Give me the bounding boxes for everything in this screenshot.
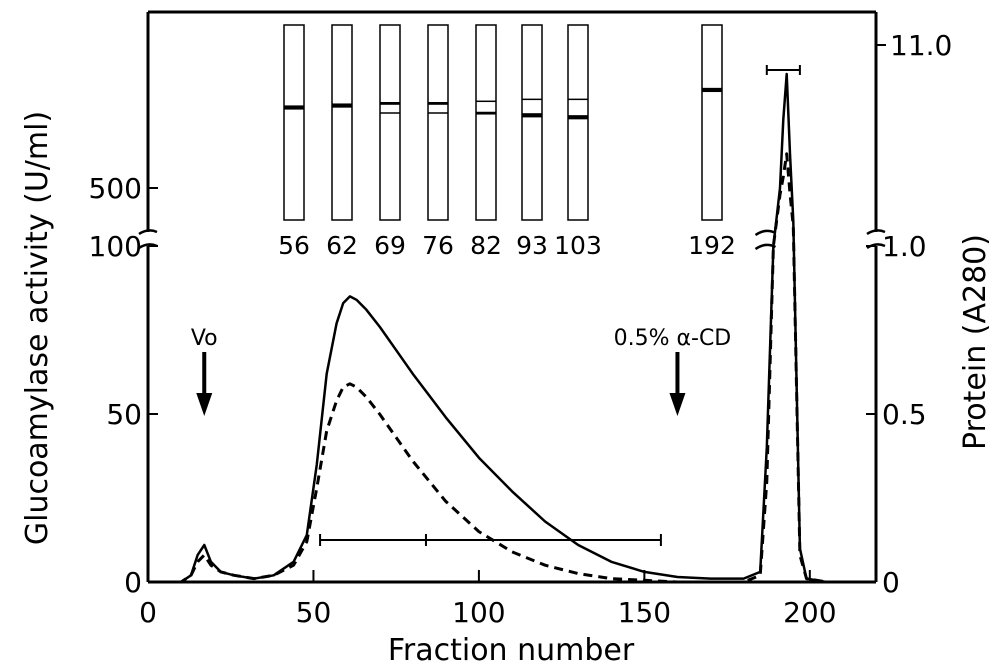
gel-lane: 93 <box>516 24 548 260</box>
y-left-tick-label: 500 <box>89 172 142 205</box>
void-volume-arrow-head <box>196 393 213 416</box>
data-series <box>148 72 860 584</box>
y-right-tick-label: 11.0 <box>890 29 952 62</box>
series-solid-line <box>148 72 860 584</box>
y-left-tick-label: 0 <box>124 566 142 599</box>
cyclodextrin-arrow-head <box>669 393 686 416</box>
gel-band <box>702 87 722 93</box>
y-right-axis-title: Protein (A280) <box>958 234 993 450</box>
gel-band <box>380 112 400 114</box>
gel-band <box>568 98 588 101</box>
y-right-tick-label: 0 <box>882 566 900 599</box>
gel-lane: 82 <box>470 24 502 260</box>
x-tick-label: 50 <box>296 596 332 629</box>
x-tick-label: 150 <box>618 596 671 629</box>
gel-band <box>284 105 304 110</box>
gel-lane-outline <box>701 24 723 221</box>
y-left-tick-label: 50 <box>106 398 142 431</box>
gel-lane-label: 103 <box>554 231 602 260</box>
gel-lane-label: 62 <box>326 231 358 260</box>
gel-band <box>522 98 542 101</box>
annotations: Vo 0.5% α-CD <box>191 65 801 546</box>
series-dashed-line <box>148 152 860 584</box>
gel-lane-outline <box>427 24 449 221</box>
gel-lane-label: 56 <box>278 231 310 260</box>
gel-lane-outline <box>331 24 353 221</box>
y-left-axis-title: Glucoamylase activity (U/ml) <box>20 111 55 545</box>
gel-lane-label: 192 <box>688 231 736 260</box>
gel-band <box>380 102 400 105</box>
gel-band <box>428 102 448 105</box>
gel-lane: 62 <box>326 24 358 260</box>
y-right-tick-label: 1.0 <box>882 230 927 263</box>
gel-lane-label: 69 <box>374 231 406 260</box>
void-volume-label: Vo <box>191 326 218 351</box>
y-right-tick-label: 0.5 <box>882 398 927 431</box>
axis-ticks: 0 50 100 150 200 0 50 100 500 0 0.5 1.0 11.0 <box>89 29 953 629</box>
gel-lane: 76 <box>422 24 454 260</box>
gel-lane: 56 <box>278 24 310 260</box>
gel-lane-outline <box>283 24 305 221</box>
y-left-tick-label: 100 <box>89 230 142 263</box>
x-tick-label: 100 <box>452 596 505 629</box>
gel-lane-label: 82 <box>470 231 502 260</box>
gel-band <box>332 103 352 108</box>
gel-band <box>428 112 448 114</box>
gel-lane-outline <box>379 24 401 221</box>
gel-lane-outline <box>521 24 543 221</box>
gel-lane-label: 76 <box>422 231 454 260</box>
gel-lane: 192 <box>688 24 736 260</box>
x-axis-title: Fraction number <box>388 633 635 668</box>
gel-lane: 69 <box>374 24 406 260</box>
gel-band <box>476 111 496 115</box>
y-right-break-mark <box>866 229 886 250</box>
x-tick-label: 0 <box>139 596 157 629</box>
gel-lane-outline <box>567 24 589 221</box>
gel-band <box>568 115 588 120</box>
gel-band <box>476 100 496 103</box>
x-tick-label: 200 <box>783 596 836 629</box>
gel-band <box>522 113 542 118</box>
gel-lane-label: 93 <box>516 231 548 260</box>
gel-lane: 103 <box>554 24 602 260</box>
gel-lanes: 56 62 69 76 82 93 103 192 <box>278 24 736 260</box>
cyclodextrin-label: 0.5% α-CD <box>614 326 732 351</box>
gel-lane-outline <box>475 24 497 221</box>
